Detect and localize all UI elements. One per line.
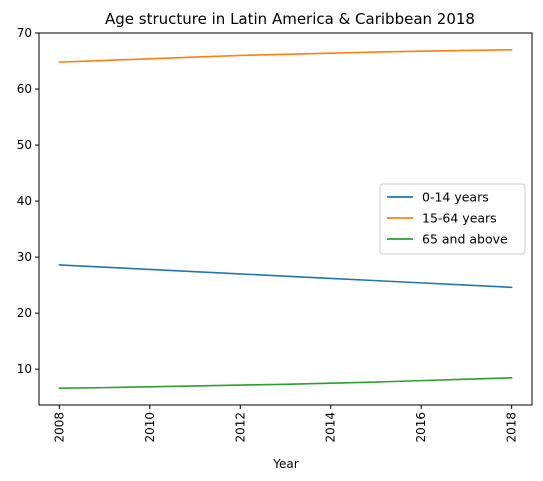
plot-frame — [38, 32, 533, 406]
x-tick-label-2018: 2018 — [505, 412, 519, 443]
series-line-0 — [58, 264, 513, 289]
y-tick-label-40: 40 — [17, 194, 32, 208]
legend-label-0: 0-14 years — [422, 190, 489, 205]
x-tick-label-2012: 2012 — [233, 412, 247, 443]
x-tick-label-2010: 2010 — [143, 412, 157, 443]
x-tick-label-2014: 2014 — [324, 412, 338, 443]
series-line-1 — [58, 49, 513, 63]
x-tick-label-2016: 2016 — [414, 412, 428, 443]
y-tick-label-60: 60 — [17, 82, 32, 96]
legend-label-2: 65 and above — [422, 232, 508, 247]
y-tick-label-50: 50 — [17, 138, 32, 152]
x-tick-label-2008: 2008 — [52, 412, 66, 443]
legend: 0-14 years 15-64 years 65 and above — [379, 183, 526, 255]
y-tick-label-10: 10 — [17, 362, 32, 376]
y-tick-label-20: 20 — [17, 306, 32, 320]
plot-area: 10 20 30 40 50 60 70 2008 2010 2012 2014 2016 2018 — [17, 26, 533, 443]
x-axis-label: Year — [272, 457, 298, 471]
series-line-2 — [58, 377, 513, 389]
y-tick-label-70: 70 — [17, 26, 32, 40]
chart-title: Age structure in Latin America & Caribbe… — [105, 10, 475, 28]
legend-label-1: 15-64 years — [422, 211, 497, 226]
y-tick-label-30: 30 — [17, 250, 32, 264]
legend-box — [379, 183, 526, 255]
